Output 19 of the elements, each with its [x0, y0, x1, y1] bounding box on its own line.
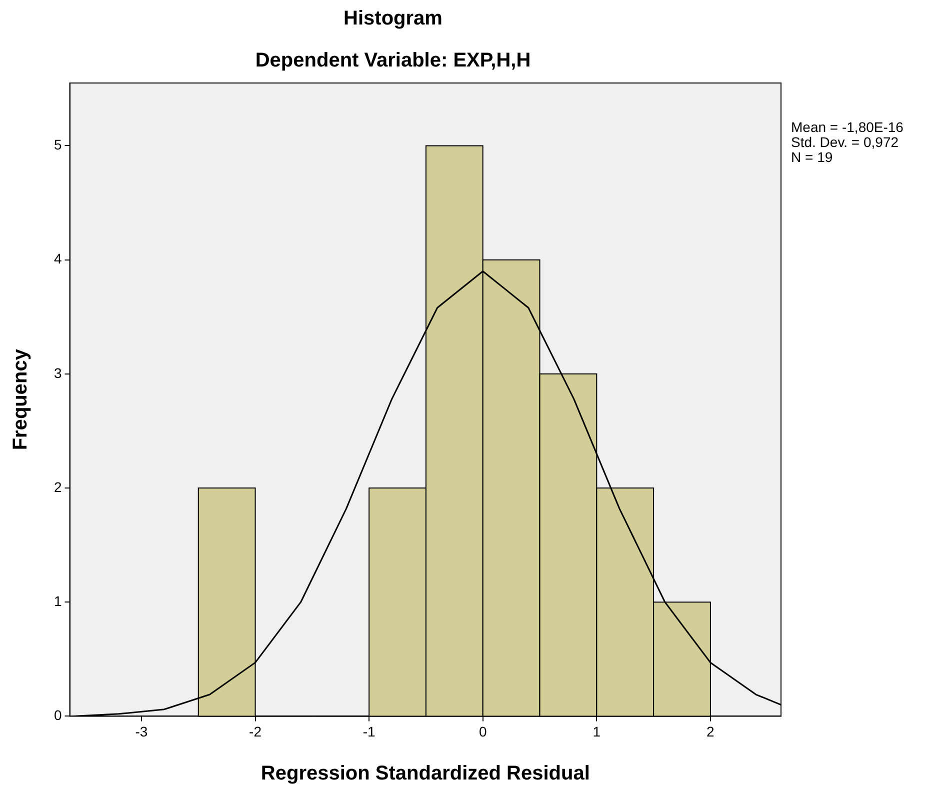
y-tick-label: 3 [54, 364, 62, 381]
chart-title: Histogram [344, 8, 442, 30]
x-tick-label: 2 [706, 723, 715, 740]
text: N = 19 [791, 149, 834, 165]
x-tick-label: 1 [592, 723, 601, 740]
chart-subtitle: Dependent Variable: EXP,H,H [255, 50, 531, 72]
y-axis-title: Frequency [10, 348, 32, 450]
x-axis-title: Regression Standardized Residual [260, 762, 590, 785]
x-tick-label: 0 [478, 723, 487, 740]
y-tick-label: 2 [54, 478, 62, 495]
y-tick-label: 4 [54, 250, 62, 267]
text: Std. Dev. = 0,972 [791, 134, 900, 150]
text: Mean = -1,80E-16 [791, 119, 904, 135]
y-tick-label: 0 [54, 707, 62, 724]
x-tick-label: -1 [362, 723, 376, 740]
x-tick-label: -2 [249, 723, 262, 740]
y-tick-label: 1 [54, 592, 62, 609]
x-tick-label: -3 [135, 723, 148, 740]
y-tick-label: 5 [54, 136, 62, 153]
